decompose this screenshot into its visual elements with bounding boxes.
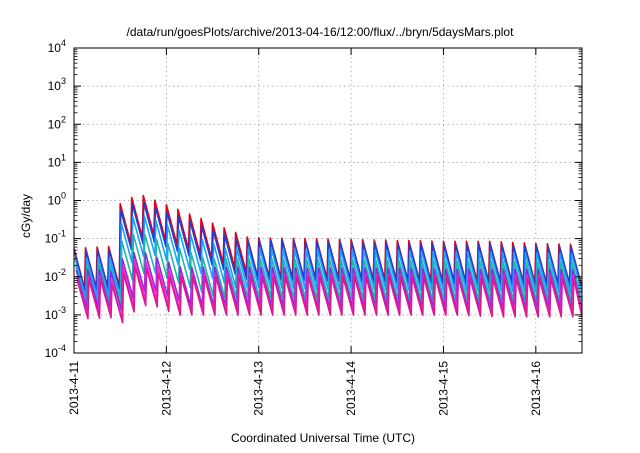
series-line-7	[76, 266, 583, 324]
y-tick-label: 102	[48, 114, 66, 131]
x-tick-label: 2013-4-11	[67, 361, 81, 415]
y-tick-label: 103	[48, 76, 66, 93]
y-tick-label: 10-2	[45, 267, 66, 284]
x-axis-label: Coordinated Universal Time (UTC)	[231, 431, 415, 445]
series-lines	[73, 194, 583, 324]
x-tick-label: 2013-4-16	[529, 361, 543, 416]
x-tick-label: 2013-4-13	[252, 361, 266, 416]
x-tick-label: 2013-4-14	[344, 361, 358, 416]
x-tick-label: 2013-4-15	[436, 361, 450, 416]
x-tick-label: 2013-4-12	[159, 361, 173, 416]
y-tick-label: 101	[48, 152, 66, 169]
chart-title: /data/run/goesPlots/archive/2013-04-16/1…	[127, 25, 515, 39]
y-tick-label: 100	[48, 191, 66, 208]
y-tick-label: 10-4	[45, 343, 66, 360]
axis-ticks: 104 103 102 101 100 10-1 10-2 10-3 10-42013-4-11…	[45, 38, 582, 416]
y-tick-label: 10-1	[45, 229, 66, 246]
y-tick-label: 10-3	[45, 305, 66, 322]
y-axis-label: cGy/day	[19, 194, 33, 238]
y-tick-label: 104	[48, 38, 66, 55]
